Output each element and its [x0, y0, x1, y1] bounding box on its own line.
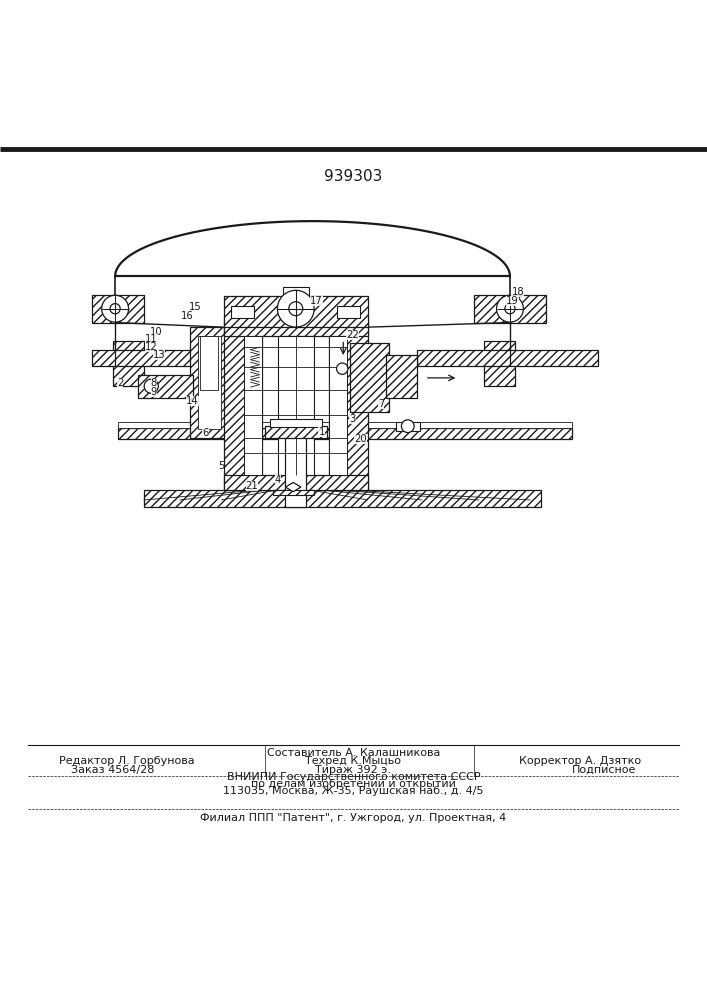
Bar	[273, 490, 314, 495]
Text: 4: 4	[274, 475, 281, 485]
Bar	[223, 327, 262, 490]
Bar	[139, 375, 192, 398]
Text: 13: 13	[153, 350, 165, 360]
Bar	[278, 336, 314, 475]
Text: 16: 16	[181, 311, 194, 321]
Text: Подписное: Подписное	[572, 765, 636, 775]
Text: 5: 5	[218, 461, 224, 471]
Text: 22: 22	[346, 330, 359, 340]
Bar	[112, 341, 144, 386]
Bar	[190, 327, 226, 438]
Circle shape	[110, 304, 120, 314]
Bar	[350, 343, 389, 412]
Circle shape	[277, 290, 314, 327]
Bar	[417, 350, 597, 366]
Circle shape	[337, 363, 348, 374]
Text: 20: 20	[354, 434, 367, 444]
Bar	[231, 306, 255, 318]
Bar	[474, 295, 546, 323]
Text: 12: 12	[145, 342, 158, 352]
Bar	[223, 296, 368, 327]
Bar	[117, 422, 572, 428]
Bar	[200, 336, 218, 390]
Text: 17: 17	[310, 296, 323, 306]
Text: 15: 15	[189, 302, 201, 312]
Text: 6: 6	[202, 428, 209, 438]
Circle shape	[496, 295, 523, 322]
Bar	[484, 341, 515, 386]
Bar	[270, 419, 322, 427]
Bar	[223, 475, 368, 490]
Bar	[283, 287, 309, 296]
Text: по делам изобретений и открытий: по делам изобретений и открытий	[251, 779, 456, 789]
Bar	[265, 426, 327, 438]
Bar	[92, 295, 144, 323]
Text: 1: 1	[318, 427, 325, 437]
Text: Техред К.Мыцьо: Техред К.Мыцьо	[305, 756, 402, 766]
Text: Редактор Л. Горбунова: Редактор Л. Горбунова	[59, 756, 195, 766]
Text: 939303: 939303	[325, 169, 382, 184]
Bar	[92, 350, 192, 366]
Text: Филиал ППП "Патент", г. Ужгород, ул. Проектная, 4: Филиал ППП "Патент", г. Ужгород, ул. Про…	[200, 813, 507, 823]
Bar	[286, 428, 306, 507]
Bar	[386, 355, 417, 398]
Circle shape	[102, 295, 129, 322]
Text: 113035, Москва, Ж-35, Раушская наб., д. 4/5: 113035, Москва, Ж-35, Раушская наб., д. …	[223, 786, 484, 796]
Bar	[337, 306, 361, 318]
Bar	[244, 336, 262, 475]
Text: Заказ 4564/28: Заказ 4564/28	[71, 765, 154, 775]
Bar	[198, 336, 221, 429]
Circle shape	[402, 420, 414, 433]
Text: 8: 8	[151, 378, 157, 388]
Text: Корректор А. Дзятко: Корректор А. Дзятко	[519, 756, 641, 766]
Bar	[329, 336, 347, 475]
Text: 10: 10	[150, 327, 163, 337]
Text: 14: 14	[186, 396, 199, 406]
Circle shape	[144, 379, 158, 393]
Text: Тираж 392 э.: Тираж 392 э.	[315, 765, 392, 775]
Bar	[144, 490, 541, 507]
Text: 11: 11	[145, 334, 158, 344]
Circle shape	[505, 304, 515, 314]
Text: 3: 3	[349, 414, 356, 424]
Bar	[223, 318, 368, 336]
Bar	[117, 428, 572, 439]
Circle shape	[288, 302, 303, 316]
Polygon shape	[286, 482, 301, 492]
Text: 18: 18	[511, 287, 524, 297]
Text: 2: 2	[117, 378, 124, 388]
Text: 19: 19	[506, 296, 519, 306]
Text: Составитель А. Калашникова: Составитель А. Калашникова	[267, 748, 440, 758]
Text: ВНИИПИ Государственного комитета СССР: ВНИИПИ Государственного комитета СССР	[227, 772, 480, 782]
Text: 21: 21	[245, 481, 258, 491]
Bar	[397, 422, 420, 431]
Bar	[329, 327, 368, 490]
Text: 7: 7	[378, 399, 384, 409]
Text: 9: 9	[151, 387, 157, 397]
